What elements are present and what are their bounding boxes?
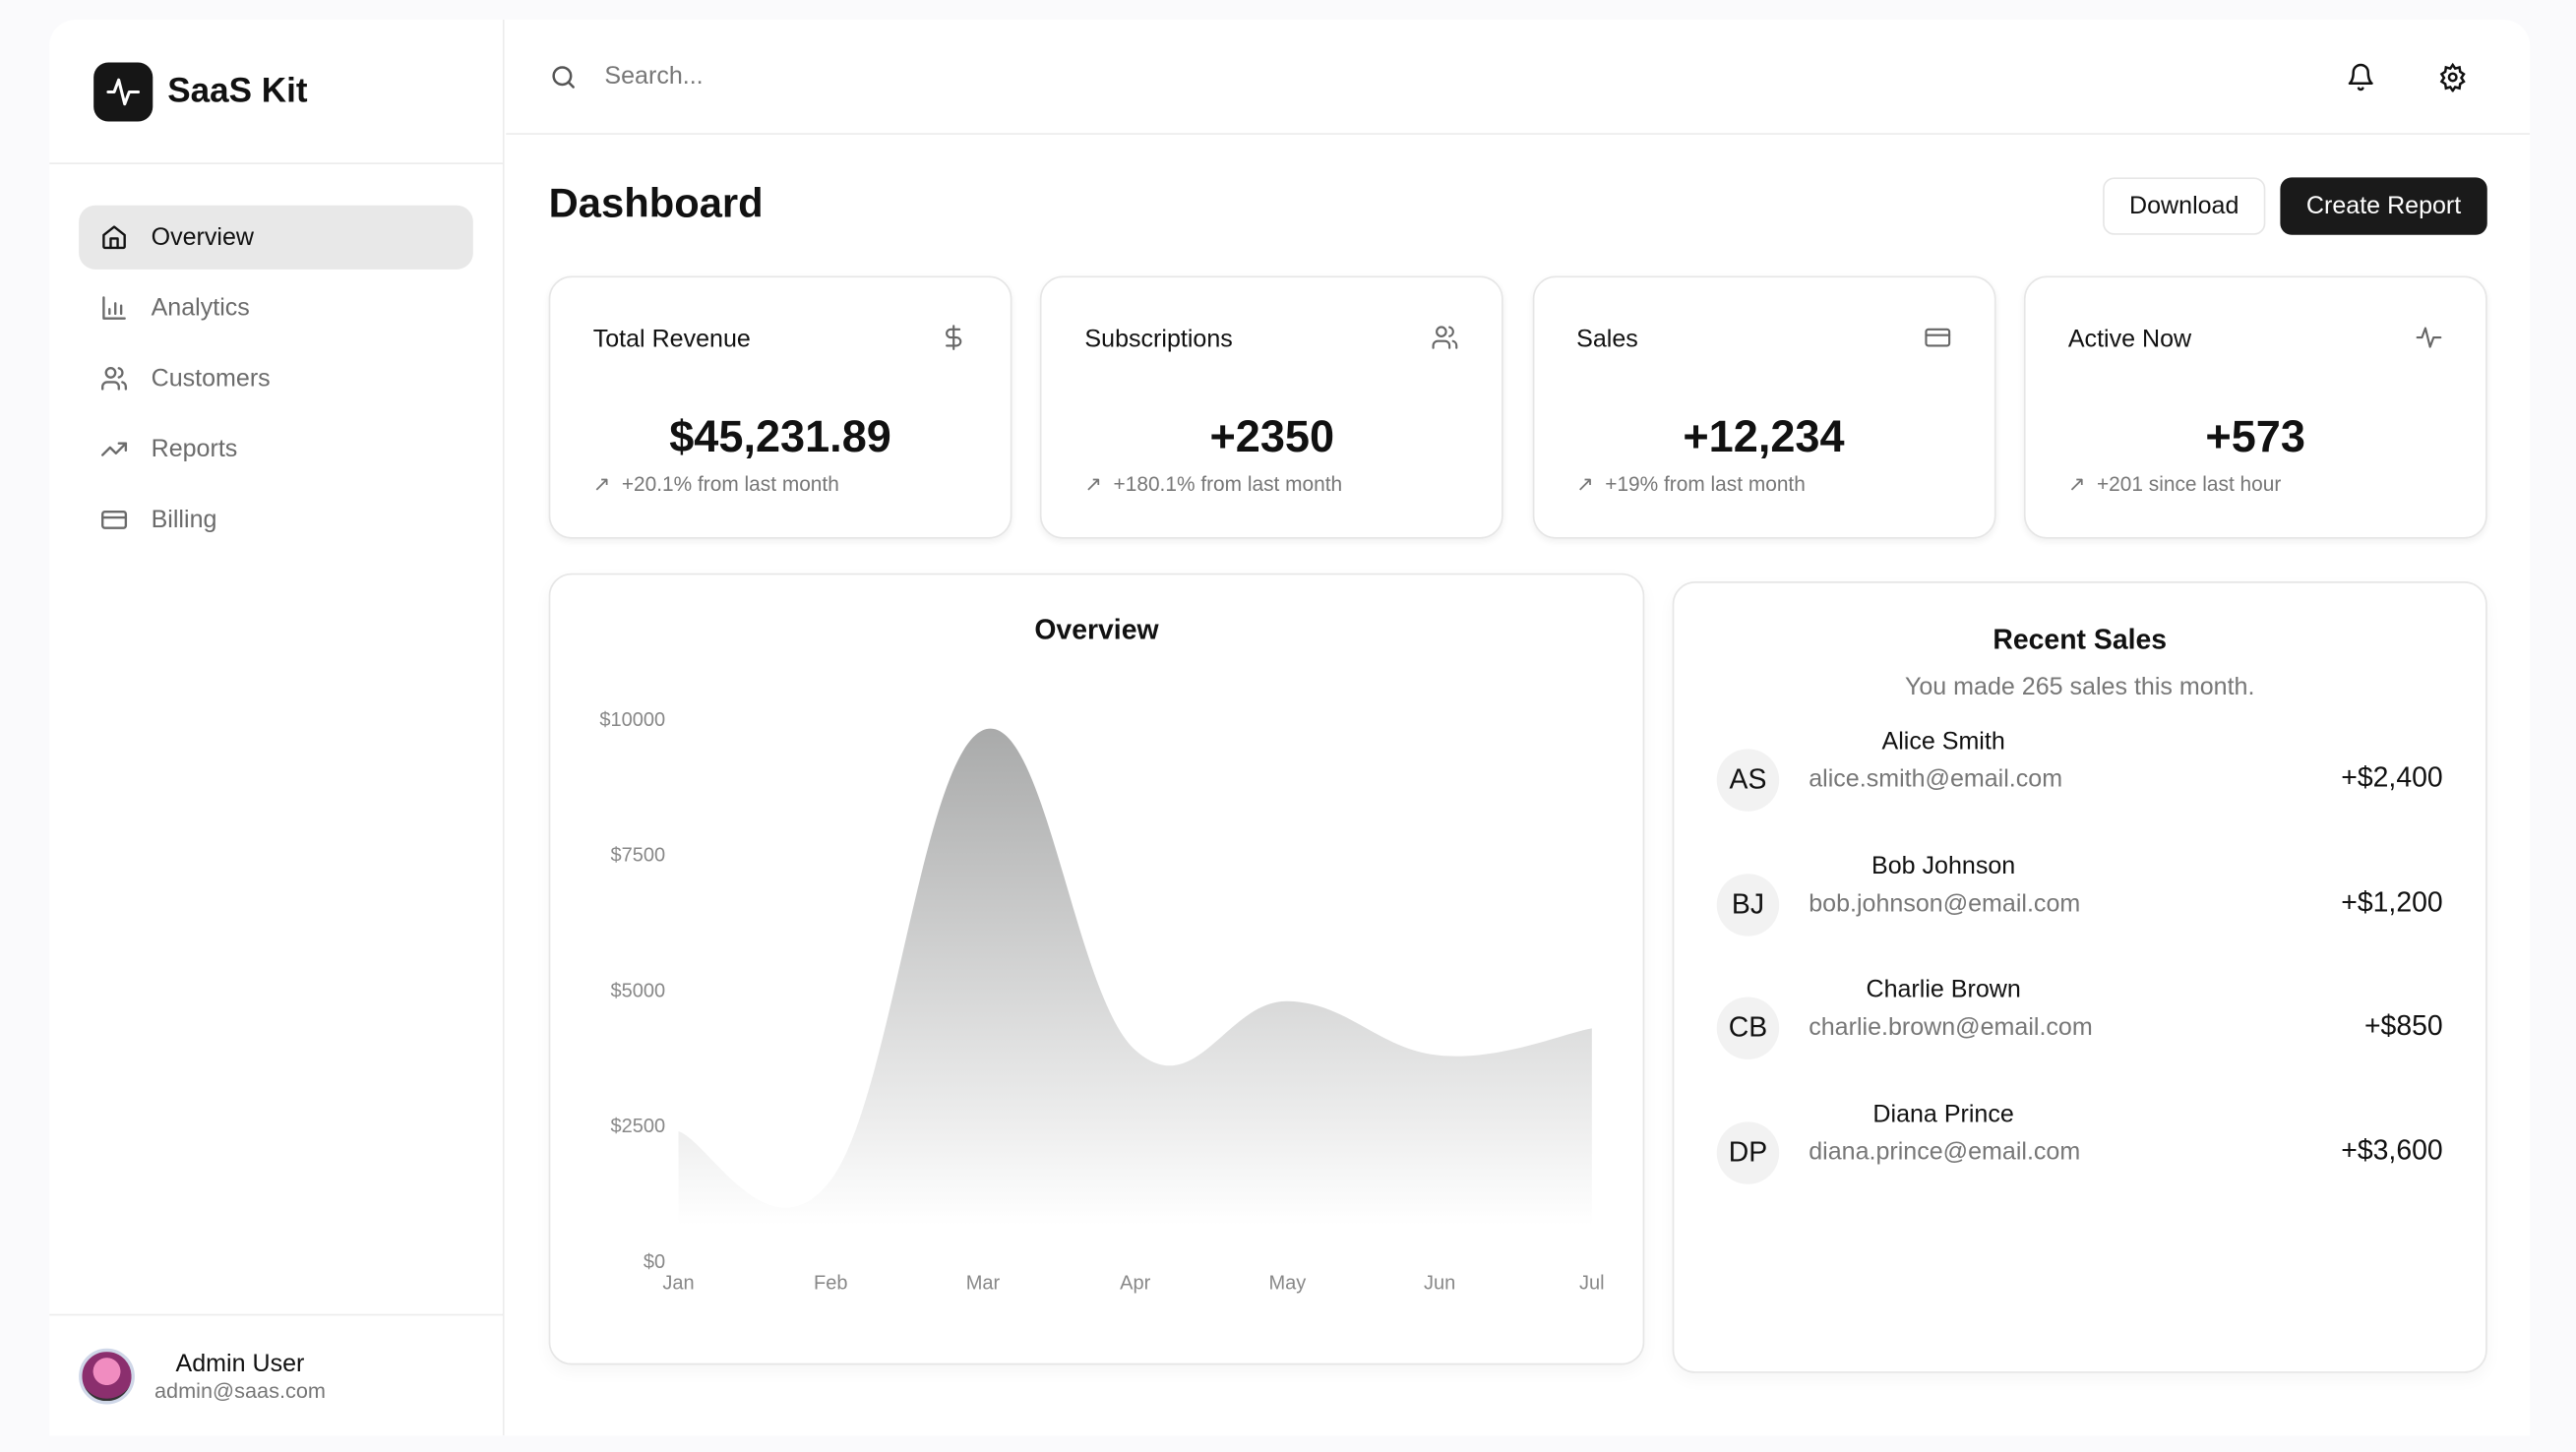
avatar: CB [1716, 997, 1780, 1059]
customer-name: Charlie Brown [1866, 975, 2021, 1004]
customer-name: Diana Prince [1872, 1099, 2014, 1128]
sidebar-item-label: Analytics [151, 293, 250, 323]
x-tick-label: Feb [814, 1273, 848, 1295]
sale-amount: +$1,200 [2341, 885, 2443, 918]
sale-row: CB Charlie Brown charlie.brown@email.com +$… [1716, 976, 2443, 1078]
user-name: Admin User [175, 1349, 305, 1377]
chart-title: Overview [1034, 614, 1159, 646]
stat-value: +12,234 [1683, 412, 1845, 462]
users-icon [101, 367, 128, 391]
gear-icon[interactable] [2438, 62, 2468, 92]
download-button[interactable]: Download [2103, 177, 2266, 235]
stat-value: +2350 [1209, 412, 1335, 462]
x-tick-label: May [1268, 1273, 1306, 1295]
sidebar-item-reports[interactable]: Reports [79, 417, 473, 481]
y-tick-label: $2500 [611, 1116, 666, 1137]
stat-change: ↗ +180.1% from last month [1084, 472, 1343, 497]
stat-change: ↗ +19% from last month [1576, 472, 1806, 497]
customer-email: alice.smith@email.com [1809, 765, 2063, 794]
activity-icon [2416, 327, 2442, 348]
arrow-up-right-icon: ↗ [592, 472, 611, 497]
avatar: DP [1716, 1120, 1780, 1183]
home-icon [102, 225, 126, 250]
customer-name: Bob Johnson [1871, 851, 2016, 880]
arrow-up-right-icon: ↗ [1576, 472, 1594, 497]
overview-chart: $0 $2500 $5000 $7500 $10000 Jan Feb Mar Apr May Ju… [599, 709, 1605, 1295]
avatar [79, 1347, 135, 1404]
sale-row: BJ Bob Johnson bob.johnson@email.com +$1,20… [1716, 852, 2443, 954]
avatar: AS [1716, 749, 1780, 812]
recent-sales-card: Recent Sales You made 265 sales this mon… [1672, 581, 2487, 1373]
stat-card: Active Now +573 ↗ +201 since last hour [2023, 275, 2487, 539]
dollar-icon [946, 325, 962, 350]
stat-label: Active Now [2067, 325, 2192, 353]
avatar: BJ [1716, 873, 1780, 936]
activity-icon [93, 61, 153, 121]
overview-chart-card: Overview $0 $2500 $5000 $7500 $10000 Jan Feb Ma… [548, 573, 1645, 1365]
x-tick-label: Jul [1579, 1273, 1605, 1295]
topbar [506, 20, 2531, 135]
create-report-button[interactable]: Create Report [2280, 177, 2487, 235]
sale-row: AS Alice Smith alice.smith@email.com +$2,40… [1716, 728, 2443, 830]
sale-amount: +$850 [2363, 1009, 2443, 1042]
customer-email: bob.johnson@email.com [1809, 889, 2081, 918]
users-icon [1433, 326, 1458, 349]
sidebar-item-label: Reports [151, 435, 238, 463]
brand: SaaS Kit [49, 20, 503, 164]
customer-email: diana.prince@email.com [1809, 1137, 2081, 1166]
user-email: admin@saas.com [153, 1376, 326, 1403]
y-tick-label: $5000 [611, 980, 666, 1001]
page-title: Dashboard [548, 180, 764, 227]
customer-email: charlie.brown@email.com [1809, 1013, 2093, 1042]
sidebar-item-label: Overview [151, 223, 254, 252]
y-tick-label: $7500 [611, 845, 666, 867]
credit-card-icon [101, 510, 128, 529]
recent-sales-title: Recent Sales [1993, 624, 2168, 656]
bell-icon[interactable] [2346, 62, 2375, 91]
revenue-area [678, 728, 1592, 1226]
sale-row: DP Diana Prince diana.prince@email.com +$3,… [1716, 1100, 2443, 1203]
app-window: SaaS Kit Overview Analytics Customers Repor… [49, 20, 2531, 1436]
stat-card: Sales +12,234 ↗ +19% from last month [1532, 275, 1995, 539]
x-tick-label: Apr [1120, 1273, 1150, 1295]
arrow-up-right-icon: ↗ [1084, 472, 1102, 497]
stat-label: Sales [1576, 325, 1638, 353]
stat-change: ↗ +20.1% from last month [592, 472, 839, 497]
credit-card-icon [1924, 328, 1950, 347]
sidebar-item-label: Customers [151, 364, 271, 393]
recent-sales-subtitle: You made 265 sales this month. [1904, 673, 2255, 701]
x-tick-label: Jun [1424, 1273, 1455, 1295]
brand-name: SaaS Kit [167, 71, 308, 110]
search-input[interactable] [604, 62, 1262, 91]
sidebar-item-analytics[interactable]: Analytics [79, 275, 473, 339]
stat-card: Total Revenue $45,231.89 ↗ +20.1% from las… [548, 275, 1012, 539]
sidebar-item-billing[interactable]: Billing [79, 488, 473, 552]
sidebar-nav: Overview Analytics Customers Reports Billing [49, 164, 503, 552]
sale-amount: +$2,400 [2341, 761, 2443, 794]
stat-change: ↗ +201 since last hour [2067, 472, 2282, 497]
customer-name: Alice Smith [1881, 727, 2005, 756]
y-tick-label: $10000 [599, 709, 665, 731]
arrow-up-right-icon: ↗ [2067, 472, 2086, 497]
stat-label: Subscriptions [1084, 325, 1233, 353]
trending-up-icon [101, 442, 128, 456]
user-profile[interactable]: Admin User admin@saas.com [49, 1313, 505, 1436]
stat-label: Total Revenue [592, 325, 751, 353]
stat-value: +573 [2205, 412, 2305, 462]
stat-value: $45,231.89 [669, 412, 891, 462]
search-icon [552, 65, 575, 88]
sidebar-item-customers[interactable]: Customers [79, 346, 473, 410]
x-tick-label: Mar [966, 1273, 1001, 1295]
x-tick-label: Jan [662, 1273, 694, 1295]
y-tick-label: $0 [644, 1251, 665, 1273]
stat-card: Subscriptions +2350 ↗ +180.1% from last mo… [1040, 275, 1504, 539]
sale-amount: +$3,600 [2341, 1133, 2443, 1166]
bar-chart-icon [102, 296, 126, 320]
sidebar-item-label: Billing [151, 506, 217, 534]
sidebar-item-overview[interactable]: Overview [79, 205, 473, 270]
sidebar: SaaS Kit Overview Analytics Customers Repor… [49, 20, 505, 1436]
